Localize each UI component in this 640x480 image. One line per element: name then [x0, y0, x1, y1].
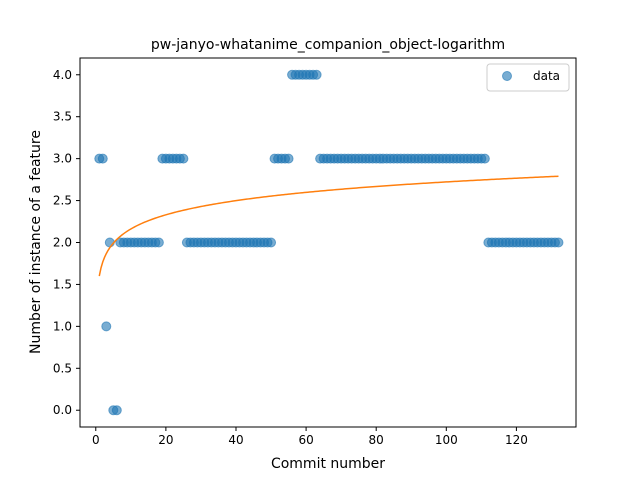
x-axis-title: Commit number [271, 456, 385, 472]
data-point [479, 153, 490, 164]
x-tick-label: 20 [158, 433, 173, 447]
data-point [111, 405, 122, 416]
data-point [178, 153, 189, 164]
data-point [266, 237, 277, 248]
x-tick-label: 0 [92, 433, 100, 447]
data-point [153, 237, 164, 248]
y-tick-label: 1.5 [53, 277, 72, 291]
x-tick-label: 100 [435, 433, 458, 447]
legend: data [486, 63, 570, 92]
y-tick-label: 0.5 [53, 361, 72, 375]
data-point [97, 153, 108, 164]
y-tick-label: 3.0 [53, 152, 72, 166]
fit-line [98, 175, 559, 277]
y-tick-label: 2.5 [53, 194, 72, 208]
y-tick-label: 2.0 [53, 236, 72, 250]
legend-marker-data [502, 71, 512, 81]
legend-label-data: data [533, 69, 560, 83]
y-tick-label: 0.0 [53, 403, 72, 417]
y-tick-label: 1.0 [53, 319, 72, 333]
data-point [101, 321, 112, 332]
axes: 0 20 40 60 80 100 120 0.0 0.5 1.0 1.5 2.0 2.5 3.0 3.5 4… [53, 68, 528, 447]
data-point [283, 153, 294, 164]
legend-box [486, 63, 570, 92]
y-tick-label: 3.5 [53, 110, 72, 124]
chart-title: pw-janyo-whatanime_companion_object-loga… [151, 37, 505, 53]
x-tick-label: 40 [228, 433, 243, 447]
plot-area [94, 69, 564, 416]
x-tick-label: 60 [298, 433, 313, 447]
data-point [311, 69, 322, 80]
data-point [553, 237, 564, 248]
x-tick-label: 80 [369, 433, 384, 447]
y-tick-label: 4.0 [53, 68, 72, 82]
x-tick-label: 120 [505, 433, 528, 447]
y-axis-title: Number of instance of a feature [28, 130, 44, 354]
